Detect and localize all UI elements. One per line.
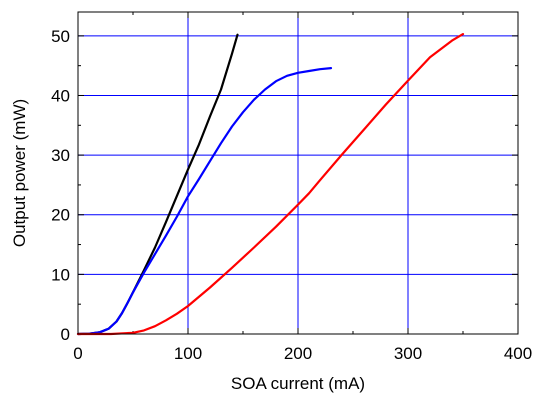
- x-tick-label: 100: [174, 344, 202, 363]
- y-tick-label: 50: [51, 27, 70, 46]
- y-tick-label: 40: [51, 86, 70, 105]
- y-tick-labels: 0 10 20 30 40 50: [51, 27, 70, 344]
- x-tick-label: 300: [394, 344, 422, 363]
- x-axis-label: SOA current (mA): [231, 374, 365, 393]
- x-tick-labels: 0 100 200 300 400: [73, 344, 532, 363]
- series-line-3: [76, 33, 465, 336]
- x-tick-label: 400: [504, 344, 532, 363]
- series-layer: [76, 33, 465, 336]
- series-line-2: [76, 67, 333, 336]
- y-tick-label: 0: [61, 325, 70, 344]
- y-tick-label: 30: [51, 146, 70, 165]
- y-tick-label: 20: [51, 206, 70, 225]
- x-tick-label: 0: [73, 344, 82, 363]
- major-ticks: [77, 12, 519, 335]
- y-tick-label: 10: [51, 265, 70, 284]
- grid: [78, 12, 518, 334]
- series-line-1: [76, 33, 239, 336]
- y-axis-label: Output power (mW): [10, 99, 29, 247]
- x-tick-label: 200: [284, 344, 312, 363]
